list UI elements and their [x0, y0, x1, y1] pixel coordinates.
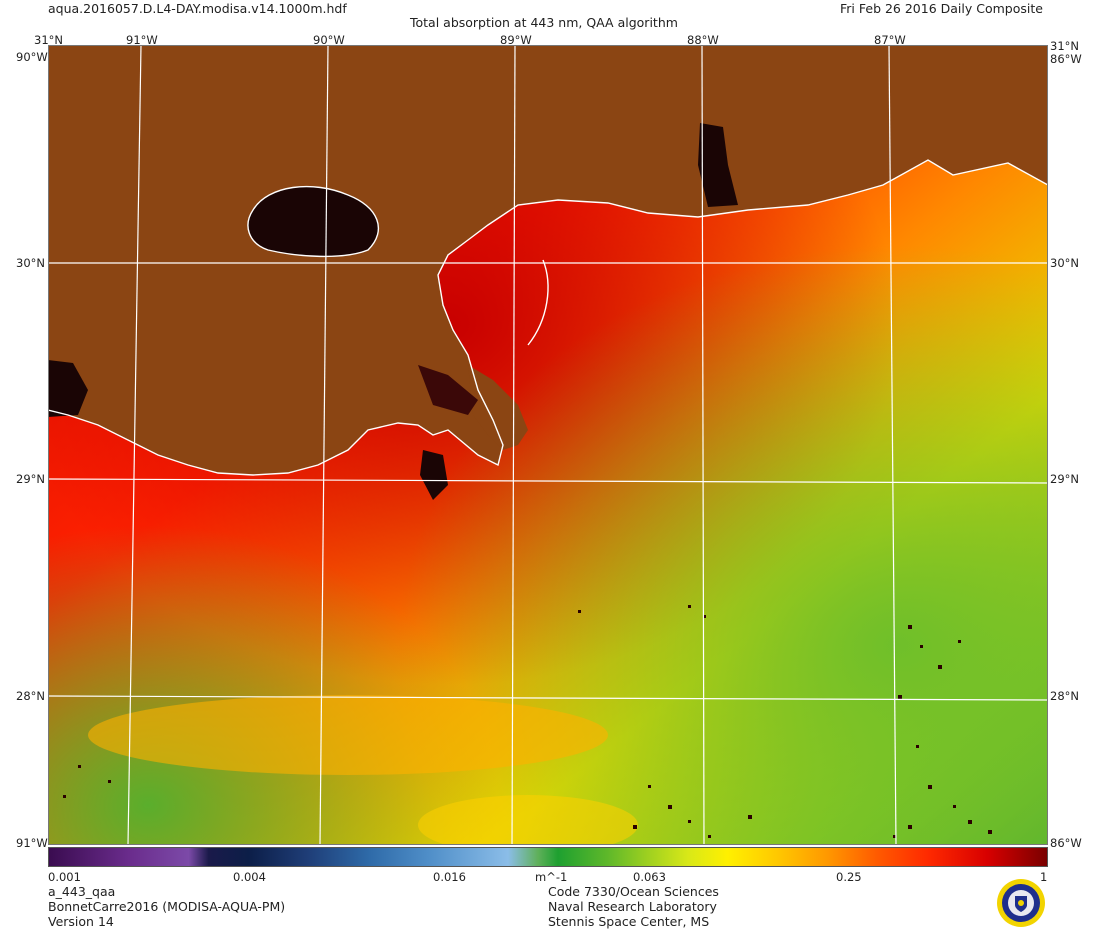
- footer-location: Stennis Space Center, MS: [548, 914, 710, 929]
- bottom-yellow-patch: [418, 795, 638, 845]
- cloud-speckles: [63, 605, 992, 838]
- chandeleur-islands: [527, 259, 549, 346]
- colorbar-tick-0-25: 0.25: [836, 870, 862, 884]
- date-label: Fri Feb 26 2016 Daily Composite: [840, 1, 1043, 16]
- footer-version: Version 14: [48, 914, 114, 929]
- nrl-logo-icon: [997, 879, 1045, 927]
- edge-label-top-right: 86°W: [1050, 52, 1082, 66]
- coastline: [48, 159, 1048, 476]
- footer-code: Code 7330/Ocean Sciences: [548, 884, 719, 899]
- lat-label-28-right: 28°N: [1050, 689, 1079, 703]
- file-name: aqua.2016057.D.L4-DAY.modisa.v14.1000m.h…: [48, 1, 347, 16]
- lon-label-89w: 89°W: [500, 33, 532, 47]
- western-lake: [48, 360, 88, 417]
- lake-shore: [247, 185, 379, 258]
- delta-tip-patch: [420, 450, 448, 500]
- barataria-patch: [418, 365, 478, 415]
- yellow-band: [88, 695, 608, 775]
- lat-label-29-right: 29°N: [1050, 472, 1079, 486]
- lat-label-30-right: 30°N: [1050, 256, 1079, 270]
- lon-label-88w: 88°W: [687, 33, 719, 47]
- footer-lab: Naval Research Laboratory: [548, 899, 717, 914]
- colorbar-tick-0-063: 0.063: [633, 870, 666, 884]
- lat-label-29-left: 29°N: [16, 472, 45, 486]
- edge-label-bottom-left: 91°W: [16, 836, 48, 850]
- edge-label-bottom-right: 86°W: [1050, 836, 1082, 850]
- land-area: [48, 45, 1048, 475]
- colorbar-tick-1: 1: [1040, 870, 1048, 884]
- lat-label-28-left: 28°N: [16, 689, 45, 703]
- lat-label-31-left: 31°N: [34, 33, 63, 47]
- colorbar-tick-0-001: 0.001: [48, 870, 81, 884]
- lon-label-90w: 90°W: [313, 33, 345, 47]
- colorbar-tick-0-016: 0.016: [433, 870, 466, 884]
- graticule: [48, 45, 1048, 845]
- colorbar-tick-0-004: 0.004: [233, 870, 266, 884]
- map-title: Total absorption at 443 nm, QAA algorith…: [410, 15, 678, 30]
- footer-dataset: BonnetCarre2016 (MODISA-AQUA-PM): [48, 899, 286, 914]
- lon-label-87w: 87°W: [874, 33, 906, 47]
- colorbar-units: m^-1: [535, 870, 568, 884]
- color-scale-bar: [48, 847, 1048, 867]
- absorption-map: [48, 45, 1048, 845]
- lake-pontchartrain: [248, 186, 379, 257]
- edge-label-top-left: 90°W: [16, 50, 48, 64]
- footer-product: a_443_qaa: [48, 884, 116, 899]
- lat-label-30-left: 30°N: [16, 256, 45, 270]
- lon-label-91w: 91°W: [126, 33, 158, 47]
- lat-label-31-right: 31°N: [1050, 39, 1079, 53]
- mobile-bay: [698, 123, 738, 207]
